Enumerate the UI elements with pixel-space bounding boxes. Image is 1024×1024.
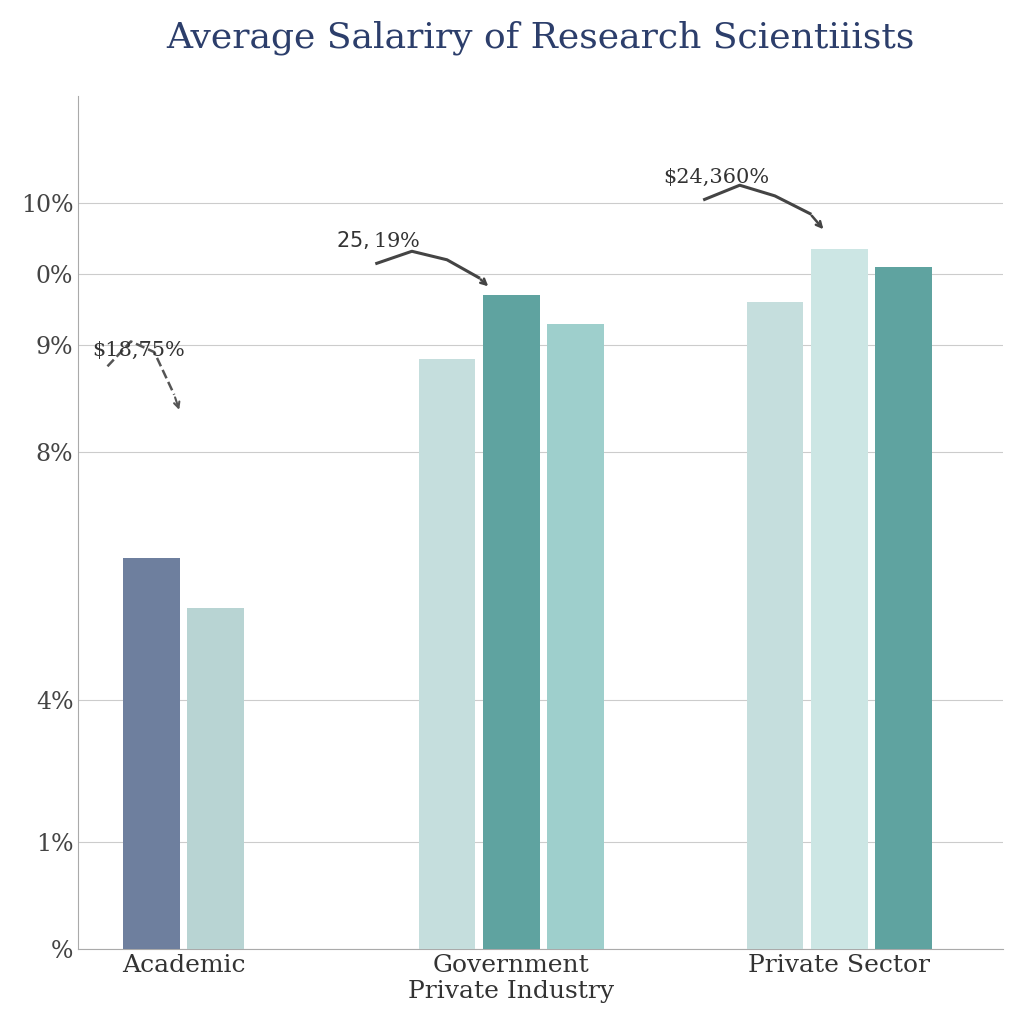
Bar bbox=[746, 302, 803, 948]
Text: $18,75%: $18,75% bbox=[92, 341, 185, 359]
Title: Average Salariry of Research Scientiiists: Average Salariry of Research Scientiiist… bbox=[167, 20, 914, 55]
Bar bbox=[811, 249, 867, 948]
Bar bbox=[548, 324, 604, 948]
Bar bbox=[123, 558, 179, 948]
Text: $24,360%: $24,360% bbox=[664, 168, 770, 187]
Bar bbox=[483, 295, 540, 948]
Bar bbox=[187, 608, 244, 948]
Bar bbox=[876, 267, 932, 948]
Text: $25, $19%: $25, $19% bbox=[336, 229, 420, 251]
Bar bbox=[419, 359, 475, 948]
